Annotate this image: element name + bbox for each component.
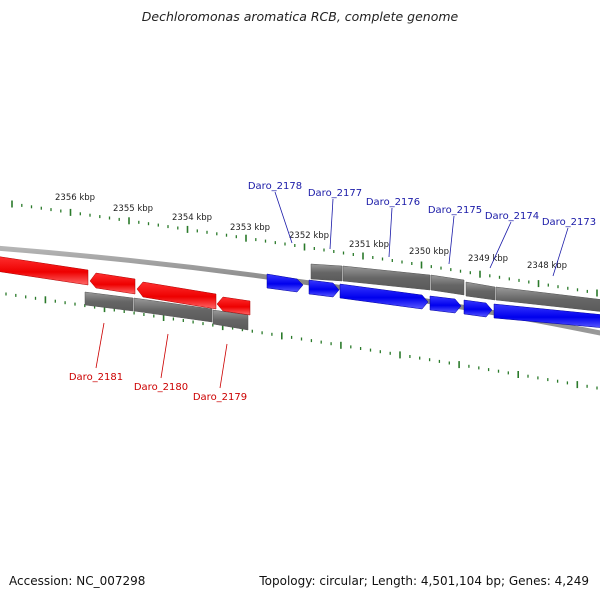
gene-label-daro-2178: Daro_2178 bbox=[248, 181, 302, 192]
gene-label-daro-2181: Daro_2181 bbox=[69, 372, 123, 383]
gene-arrow-daro-2177 bbox=[308, 279, 340, 298]
forward-gene-track bbox=[266, 273, 600, 328]
leader-line bbox=[219, 343, 228, 389]
scale-label: 2352 kbp bbox=[289, 231, 329, 241]
cds-block bbox=[133, 297, 213, 323]
scale-label: 2354 kbp bbox=[172, 213, 212, 223]
gene-label-daro-2180: Daro_2180 bbox=[134, 382, 188, 393]
gene-arrow-reverse bbox=[0, 256, 89, 286]
leader-line bbox=[489, 221, 512, 269]
gene-label-daro-2179: Daro_2179 bbox=[193, 392, 247, 403]
gene-arrow-daro-2180 bbox=[136, 281, 217, 310]
gene-arrow-daro-2173 bbox=[493, 303, 600, 328]
cds-block bbox=[430, 274, 465, 296]
leader-line bbox=[274, 191, 293, 244]
gene-arrow-daro-2179 bbox=[216, 296, 251, 316]
reverse-label-leaders bbox=[95, 322, 228, 389]
leader-line bbox=[160, 333, 169, 379]
gene-arrow-daro-2176 bbox=[339, 283, 429, 310]
scale-label: 2353 kbp bbox=[230, 223, 270, 233]
cds-block bbox=[310, 263, 343, 282]
scale-label: 2351 kbp bbox=[349, 240, 389, 250]
gene-label-daro-2175: Daro_2175 bbox=[428, 205, 482, 216]
scale-label: 2350 kbp bbox=[409, 247, 449, 257]
gene-label-daro-2177: Daro_2177 bbox=[308, 188, 362, 199]
scale-label: 2348 kbp bbox=[527, 261, 567, 271]
reverse-gene-track bbox=[0, 256, 251, 316]
cds-block bbox=[212, 309, 249, 331]
cds-block bbox=[84, 291, 134, 312]
leader-line bbox=[388, 207, 393, 258]
gene-arrow-daro-2174 bbox=[463, 299, 493, 318]
scale-labels: 2356 kbp 2355 kbp 2354 kbp 2353 kbp 2352… bbox=[55, 193, 567, 271]
accession-text: Accession: NC_007298 bbox=[9, 574, 146, 588]
cds-block bbox=[465, 281, 496, 301]
gene-arrow-daro-2175 bbox=[429, 295, 462, 314]
leader-line bbox=[552, 227, 569, 277]
map-title: Dechloromonas aromatica RCB, complete ge… bbox=[141, 9, 459, 24]
gene-label-daro-2176: Daro_2176 bbox=[366, 197, 420, 208]
outer-scale-ticks bbox=[11, 200, 598, 297]
scale-label: 2355 kbp bbox=[113, 204, 153, 214]
forward-gene-labels: Daro_2178 Daro_2177 Daro_2176 Daro_2175 … bbox=[248, 181, 596, 228]
leader-line bbox=[329, 198, 334, 250]
inner-scale-ticks bbox=[5, 292, 598, 390]
cds-block bbox=[342, 265, 431, 291]
scale-label: 2349 kbp bbox=[468, 254, 508, 264]
gene-arrow-daro-2178 bbox=[266, 273, 304, 293]
gene-label-daro-2174: Daro_2174 bbox=[485, 211, 539, 222]
leader-line bbox=[95, 322, 105, 369]
reverse-gene-labels: Daro_2181 Daro_2180 Daro_2179 bbox=[69, 372, 247, 403]
leader-line bbox=[448, 215, 455, 265]
forward-cds-track bbox=[310, 263, 600, 312]
scale-label: 2356 kbp bbox=[55, 193, 95, 203]
gene-label-daro-2173: Daro_2173 bbox=[542, 217, 596, 228]
gene-arrow-daro-2181 bbox=[89, 272, 136, 295]
reverse-cds-track bbox=[84, 291, 249, 331]
forward-label-leaders bbox=[274, 191, 569, 277]
cds-block bbox=[495, 286, 600, 312]
genome-summary-text: Topology: circular; Length: 4,501,104 bp… bbox=[259, 574, 589, 588]
